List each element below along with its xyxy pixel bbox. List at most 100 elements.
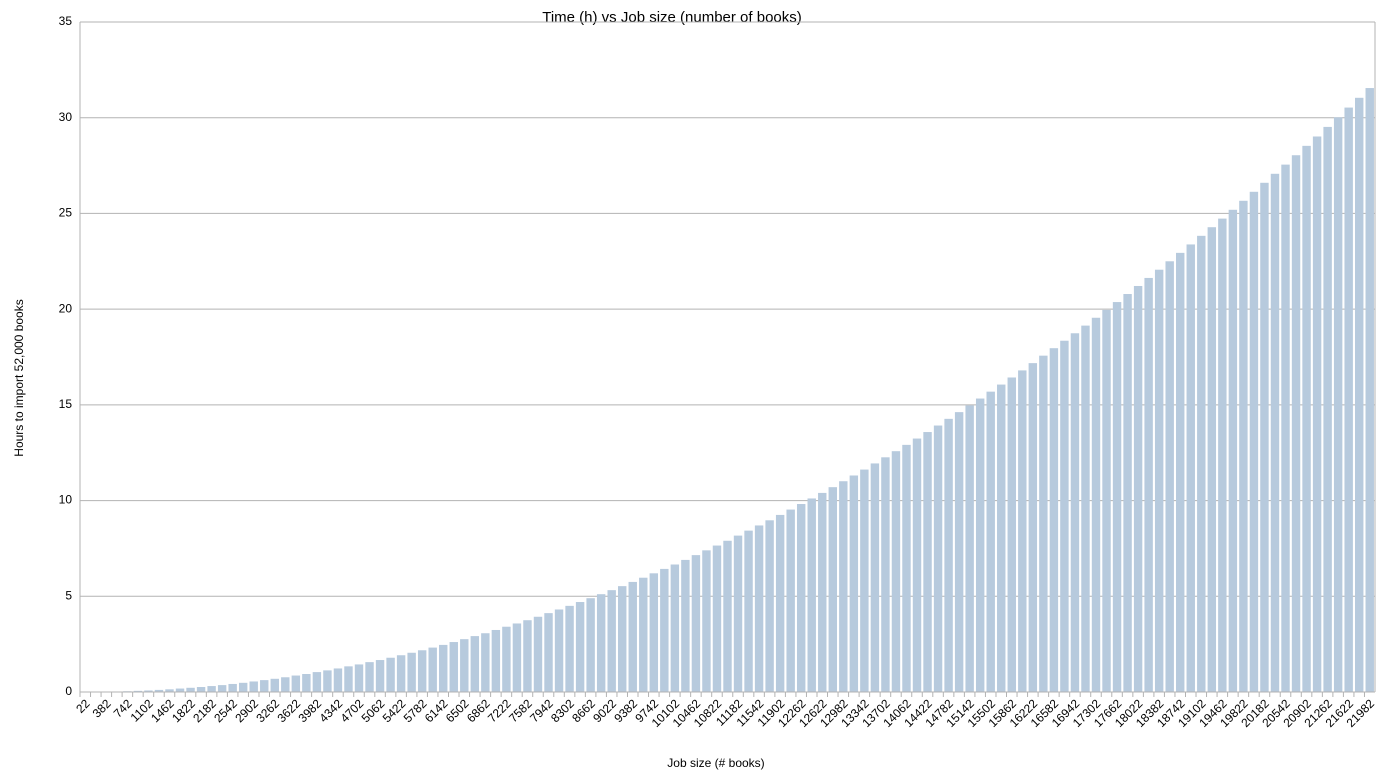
bar <box>912 438 922 692</box>
bar <box>554 609 564 692</box>
bar <box>344 666 353 692</box>
bar <box>365 662 374 692</box>
bar <box>818 492 827 692</box>
bar <box>460 639 469 692</box>
bar <box>449 642 458 692</box>
bar <box>323 670 332 692</box>
bar <box>1207 227 1217 692</box>
bar <box>417 650 427 692</box>
bar <box>744 530 753 692</box>
bar <box>870 463 880 692</box>
bar <box>144 690 153 692</box>
bar <box>775 514 785 692</box>
bar <box>933 425 943 692</box>
bar <box>523 620 532 692</box>
bar <box>1218 218 1227 692</box>
x-tick-label: 22 <box>73 696 93 716</box>
bar <box>228 683 237 692</box>
bar <box>407 652 416 692</box>
bar <box>1154 269 1164 692</box>
bar <box>596 594 606 692</box>
bar <box>881 457 890 692</box>
bar <box>1007 377 1016 692</box>
y-axis-label: Hours to import 52,000 books <box>12 299 26 456</box>
y-tick-label: 5 <box>65 588 72 602</box>
bar <box>660 568 669 692</box>
bar <box>502 626 511 692</box>
bar <box>333 668 343 692</box>
bar <box>639 577 648 692</box>
bar <box>1165 261 1174 692</box>
bar <box>1144 277 1153 692</box>
bar <box>891 451 901 692</box>
bar <box>1249 191 1259 692</box>
chart-title: Time (h) vs Job size (number of books) <box>542 9 802 26</box>
bar <box>1028 363 1038 692</box>
bar <box>786 509 795 692</box>
bar <box>902 444 911 692</box>
bar <box>702 550 711 692</box>
bar <box>281 677 290 692</box>
bar <box>565 605 574 692</box>
bar <box>1302 145 1311 693</box>
bar <box>354 664 364 692</box>
bar <box>302 674 311 692</box>
bar <box>628 581 637 692</box>
bar <box>733 535 743 692</box>
bar <box>1270 173 1280 692</box>
bar <box>238 682 248 692</box>
bar <box>618 586 627 692</box>
bar <box>1133 285 1143 692</box>
bar <box>754 525 764 692</box>
bar <box>186 687 195 692</box>
bar <box>1081 325 1090 692</box>
bar <box>796 504 806 692</box>
bar <box>1176 252 1185 692</box>
y-tick-label: 25 <box>59 206 73 220</box>
bar <box>1365 88 1374 693</box>
bar <box>649 573 659 692</box>
bar <box>207 686 216 692</box>
bar <box>1039 355 1048 692</box>
bar <box>997 384 1006 692</box>
bar <box>839 481 848 692</box>
bar <box>249 681 258 692</box>
bar <box>1260 182 1269 693</box>
bar <box>1123 294 1132 692</box>
bar <box>965 405 974 692</box>
y-tick-label: 0 <box>65 684 72 698</box>
bar <box>439 644 448 692</box>
bar <box>954 412 964 692</box>
bar <box>175 688 185 692</box>
bar <box>575 602 585 692</box>
bar <box>1323 126 1332 693</box>
bar <box>1049 348 1059 692</box>
bar <box>196 687 206 692</box>
bar <box>1060 340 1069 692</box>
bar <box>1102 309 1111 692</box>
bar <box>1070 333 1080 692</box>
bar <box>849 475 859 692</box>
bar <box>1333 117 1343 693</box>
bar <box>765 520 774 692</box>
bar <box>133 690 143 692</box>
bar <box>1197 235 1206 692</box>
bar <box>1354 97 1364 692</box>
y-tick-label: 35 <box>59 14 73 28</box>
x-tick-label: 382 <box>90 696 114 720</box>
bar <box>586 598 595 692</box>
bar <box>1312 136 1322 692</box>
bar <box>986 391 995 692</box>
bar <box>396 655 406 692</box>
y-tick-label: 30 <box>59 110 73 124</box>
bar <box>1291 155 1301 693</box>
bar <box>723 540 732 692</box>
bar <box>670 564 680 692</box>
bar <box>533 616 543 692</box>
bar <box>681 559 690 692</box>
bar <box>312 672 322 692</box>
bar <box>923 432 932 692</box>
bar <box>1344 107 1353 692</box>
bar <box>607 590 616 692</box>
